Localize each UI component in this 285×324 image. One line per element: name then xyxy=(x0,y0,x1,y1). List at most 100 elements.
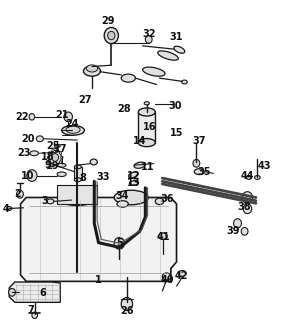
Circle shape xyxy=(241,227,248,235)
Ellipse shape xyxy=(138,108,155,116)
Circle shape xyxy=(104,28,118,44)
Circle shape xyxy=(243,204,252,214)
Text: 21: 21 xyxy=(55,110,68,120)
Ellipse shape xyxy=(63,188,91,201)
Text: 30: 30 xyxy=(168,100,182,110)
Text: 33: 33 xyxy=(96,171,109,181)
Circle shape xyxy=(52,154,58,161)
Text: 38: 38 xyxy=(237,202,251,212)
Circle shape xyxy=(108,31,115,40)
Ellipse shape xyxy=(129,172,138,178)
Ellipse shape xyxy=(155,198,164,204)
Text: 8: 8 xyxy=(80,173,86,183)
Circle shape xyxy=(121,297,133,310)
Ellipse shape xyxy=(66,126,80,133)
Circle shape xyxy=(29,114,35,120)
Circle shape xyxy=(60,161,62,163)
Text: 18: 18 xyxy=(41,152,54,162)
Ellipse shape xyxy=(194,169,204,175)
Ellipse shape xyxy=(143,67,165,76)
Ellipse shape xyxy=(7,206,12,210)
Text: 14: 14 xyxy=(133,136,146,146)
Circle shape xyxy=(242,192,253,203)
Circle shape xyxy=(114,237,124,249)
Circle shape xyxy=(233,219,241,228)
Circle shape xyxy=(145,36,152,43)
Circle shape xyxy=(32,312,38,318)
Polygon shape xyxy=(9,282,60,302)
Ellipse shape xyxy=(121,74,135,82)
Ellipse shape xyxy=(182,80,187,84)
Ellipse shape xyxy=(36,136,43,142)
Text: 28: 28 xyxy=(117,104,131,114)
Text: 5: 5 xyxy=(117,237,123,248)
Text: 4: 4 xyxy=(3,204,9,214)
Text: 11: 11 xyxy=(141,162,155,172)
Text: 3: 3 xyxy=(41,196,48,206)
Text: 40: 40 xyxy=(161,275,174,285)
Circle shape xyxy=(52,164,54,166)
Text: 44: 44 xyxy=(241,170,254,180)
Ellipse shape xyxy=(86,65,98,72)
Text: 42: 42 xyxy=(174,271,188,281)
Ellipse shape xyxy=(55,144,60,147)
Ellipse shape xyxy=(57,190,97,205)
Circle shape xyxy=(56,164,58,166)
Circle shape xyxy=(9,288,15,296)
Ellipse shape xyxy=(84,66,101,76)
Text: 41: 41 xyxy=(157,232,170,242)
Text: 31: 31 xyxy=(169,32,183,42)
Circle shape xyxy=(48,161,51,163)
Ellipse shape xyxy=(57,163,66,167)
Text: 34: 34 xyxy=(115,191,129,201)
Ellipse shape xyxy=(90,159,97,165)
Text: 15: 15 xyxy=(170,128,183,138)
Bar xyxy=(57,185,97,204)
Circle shape xyxy=(52,149,54,151)
Ellipse shape xyxy=(159,233,167,239)
Bar xyxy=(74,167,82,180)
Ellipse shape xyxy=(129,181,139,185)
Text: 23: 23 xyxy=(17,148,31,158)
Ellipse shape xyxy=(158,51,178,60)
Ellipse shape xyxy=(117,201,128,207)
Text: 22: 22 xyxy=(15,112,29,122)
Ellipse shape xyxy=(174,46,185,53)
Circle shape xyxy=(17,191,23,198)
Ellipse shape xyxy=(178,271,186,276)
Bar xyxy=(138,112,155,143)
Polygon shape xyxy=(21,198,176,281)
Text: 13: 13 xyxy=(127,178,141,188)
Circle shape xyxy=(193,159,200,167)
Ellipse shape xyxy=(74,165,82,169)
Ellipse shape xyxy=(138,139,155,147)
Circle shape xyxy=(48,152,51,154)
Text: 35: 35 xyxy=(198,167,211,177)
Text: 2: 2 xyxy=(14,189,21,199)
Ellipse shape xyxy=(62,125,84,135)
Text: 24: 24 xyxy=(66,119,79,129)
Ellipse shape xyxy=(74,178,82,182)
Text: 10: 10 xyxy=(21,170,34,180)
Circle shape xyxy=(27,170,37,181)
Ellipse shape xyxy=(246,176,251,179)
Text: 37: 37 xyxy=(192,136,206,146)
Text: 9: 9 xyxy=(45,160,52,170)
Text: 25: 25 xyxy=(46,141,59,151)
Ellipse shape xyxy=(255,176,260,179)
Text: 1: 1 xyxy=(95,275,102,285)
Circle shape xyxy=(61,156,63,159)
Ellipse shape xyxy=(162,273,171,280)
Text: 19: 19 xyxy=(46,161,60,171)
Circle shape xyxy=(49,150,61,165)
Text: 39: 39 xyxy=(227,226,240,237)
Text: 36: 36 xyxy=(161,194,174,204)
Ellipse shape xyxy=(134,162,145,168)
Ellipse shape xyxy=(114,190,148,205)
Text: 17: 17 xyxy=(54,144,67,154)
Ellipse shape xyxy=(144,102,149,105)
Ellipse shape xyxy=(50,163,55,167)
Circle shape xyxy=(64,112,72,122)
Text: 29: 29 xyxy=(101,16,115,26)
Text: 32: 32 xyxy=(142,29,156,39)
